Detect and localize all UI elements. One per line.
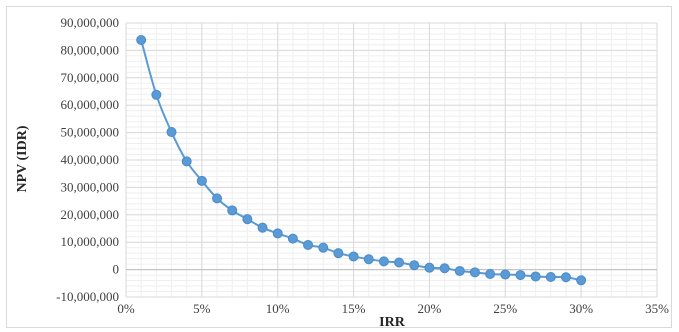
data-point [303, 239, 314, 250]
data-point [151, 89, 162, 100]
data-point [287, 233, 298, 244]
series-npv [136, 34, 587, 286]
y-tick-label: 0 [113, 262, 120, 277]
data-point [576, 275, 587, 286]
x-tick-label: 15% [342, 301, 366, 316]
data-point [409, 260, 420, 271]
data-point [439, 263, 450, 274]
y-tick-label: 90,000,000 [61, 15, 120, 30]
y-axis-title: NPV (IDR) [15, 125, 30, 192]
y-tick-label: -10,000,000 [56, 289, 119, 304]
npv-irr-chart: 0% 5% 10% 15% 20% 25% 30% 35% -10,000,000 0 10,000… [15, 15, 669, 329]
data-point [136, 34, 147, 45]
data-point [469, 267, 480, 278]
y-tick-label: 80,000,000 [61, 42, 120, 57]
y-tick-label: 50,000,000 [61, 125, 120, 140]
data-point [318, 242, 329, 253]
x-tick-label: 35% [645, 301, 669, 316]
x-axis-title: IRR [379, 315, 406, 329]
y-tick-label: 10,000,000 [61, 234, 120, 249]
data-point [515, 270, 526, 281]
x-tick-label: 25% [493, 301, 517, 316]
data-point [394, 257, 405, 268]
y-tick-label: 20,000,000 [61, 207, 120, 222]
x-tick-label: 30% [569, 301, 593, 316]
data-point [348, 251, 359, 262]
data-point [485, 268, 496, 279]
y-tick-label: 30,000,000 [61, 179, 120, 194]
data-point [166, 127, 177, 138]
data-point [227, 205, 238, 216]
data-point [181, 156, 192, 167]
data-point [272, 228, 283, 239]
data-point [242, 214, 253, 225]
x-tick-label: 20% [418, 301, 442, 316]
data-point [378, 256, 389, 267]
data-point [454, 265, 465, 276]
data-point [545, 271, 556, 282]
tick-labels: 0% 5% 10% 15% 20% 25% 30% 35% -10,000,000 0 10,000… [56, 15, 669, 316]
x-tick-label: 5% [193, 301, 211, 316]
data-point [530, 271, 541, 282]
y-tick-label: 60,000,000 [61, 97, 120, 112]
data-point [212, 193, 223, 204]
data-point [500, 269, 511, 280]
chart-frame: 0% 5% 10% 15% 20% 25% 30% 35% -10,000,000 0 10,000… [6, 6, 672, 329]
data-point [560, 272, 571, 283]
data-point [424, 262, 435, 273]
data-point [257, 222, 268, 233]
gridlines [125, 22, 658, 298]
y-tick-label: 40,000,000 [61, 152, 120, 167]
x-tick-label: 10% [266, 301, 290, 316]
data-point [333, 248, 344, 259]
x-tick-label: 0% [117, 301, 135, 316]
y-tick-label: 70,000,000 [61, 70, 120, 85]
data-point [363, 254, 374, 265]
data-point [196, 175, 207, 186]
